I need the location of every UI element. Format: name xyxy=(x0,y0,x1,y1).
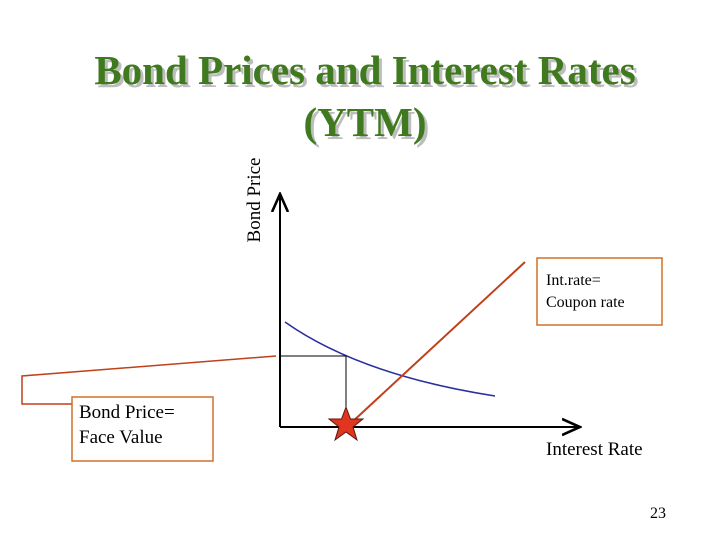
y-axis-label: Bond Price xyxy=(244,158,265,243)
price-curve xyxy=(284,321,496,397)
callout-box xyxy=(71,396,214,462)
page-number: 23 xyxy=(650,505,666,522)
callout-text: Face Value xyxy=(79,427,163,448)
pointer-line xyxy=(349,261,526,425)
pointer-line xyxy=(21,355,277,405)
title-shadow: (YTM) xyxy=(307,102,430,148)
callout-text: Coupon rate xyxy=(546,294,625,311)
callout-box xyxy=(536,257,663,326)
callout-text: Int.rate= xyxy=(546,272,601,289)
title-line: (YTM) xyxy=(304,99,427,145)
title-line: Bond Prices and Interest Rates xyxy=(94,47,635,93)
star-marker xyxy=(327,405,365,442)
title-shadow: Bond Prices and Interest Rates xyxy=(97,50,638,96)
x-axis-label: Interest Rate xyxy=(546,439,643,460)
callout-text: Bond Price= xyxy=(79,402,175,423)
